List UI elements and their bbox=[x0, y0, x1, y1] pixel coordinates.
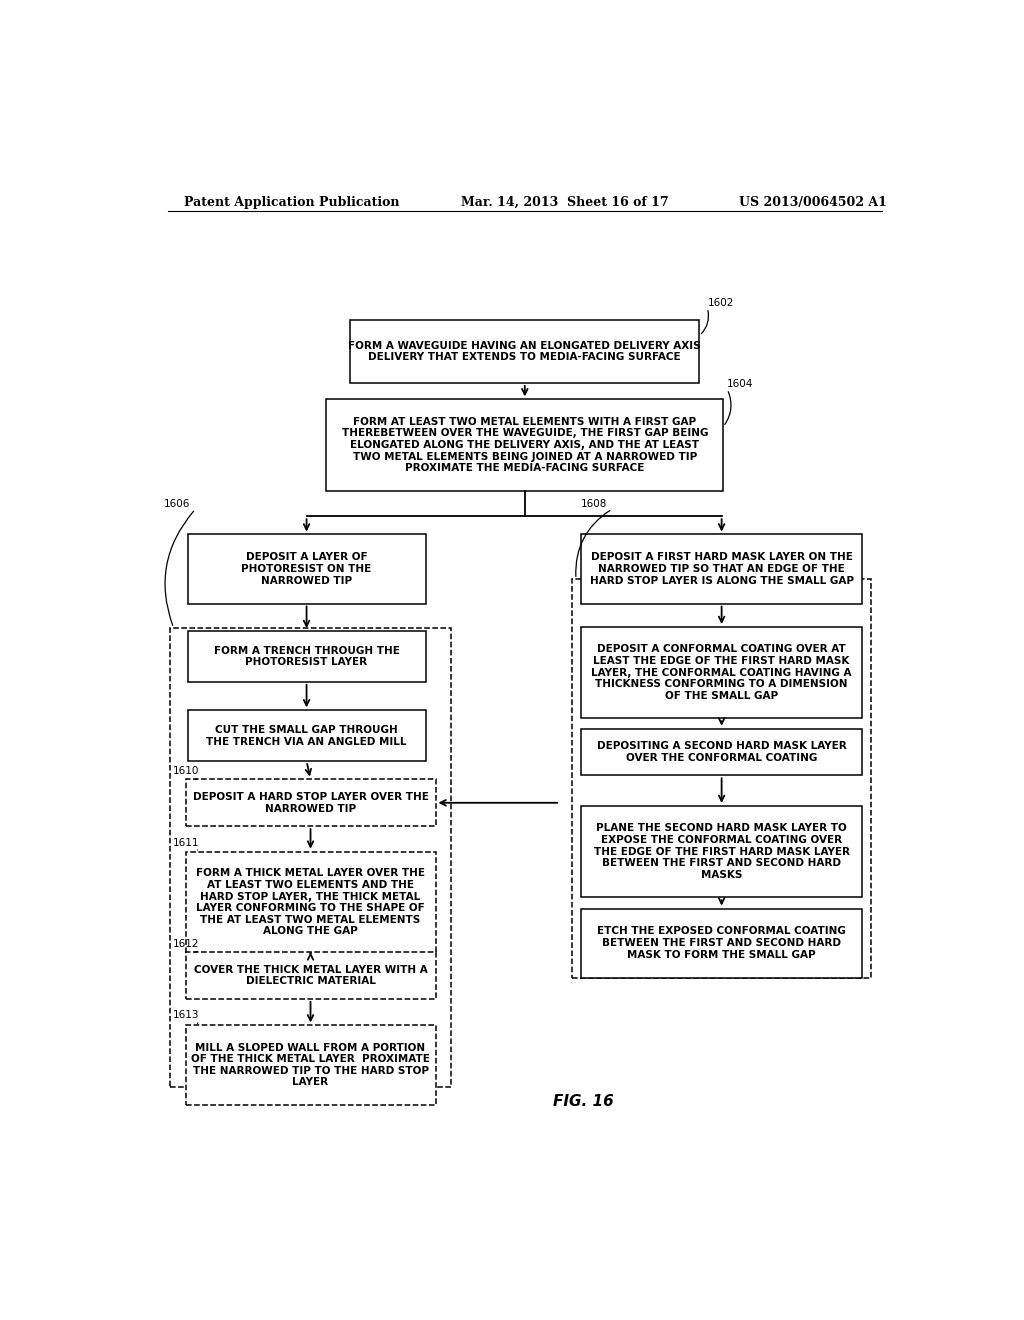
Text: 1611: 1611 bbox=[173, 837, 200, 847]
Bar bbox=[187, 631, 426, 682]
Text: DEPOSIT A FIRST HARD MASK LAYER ON THE
NARROWED TIP SO THAT AN EDGE OF THE
HARD : DEPOSIT A FIRST HARD MASK LAYER ON THE N… bbox=[590, 553, 854, 586]
Bar bbox=[581, 627, 862, 718]
Text: FORM A THICK METAL LAYER OVER THE
AT LEAST TWO ELEMENTS AND THE
HARD STOP LAYER,: FORM A THICK METAL LAYER OVER THE AT LEA… bbox=[196, 869, 425, 936]
Text: PLANE THE SECOND HARD MASK LAYER TO
EXPOSE THE CONFORMAL COATING OVER
THE EDGE O: PLANE THE SECOND HARD MASK LAYER TO EXPO… bbox=[594, 824, 850, 880]
Text: Mar. 14, 2013  Sheet 16 of 17: Mar. 14, 2013 Sheet 16 of 17 bbox=[461, 195, 669, 209]
Text: 1613: 1613 bbox=[173, 1010, 200, 1020]
Bar bbox=[581, 908, 862, 978]
Text: FORM AT LEAST TWO METAL ELEMENTS WITH A FIRST GAP
THEREBETWEEN OVER THE WAVEGUID: FORM AT LEAST TWO METAL ELEMENTS WITH A … bbox=[342, 417, 708, 474]
Text: DEPOSIT A HARD STOP LAYER OVER THE
NARROWED TIP: DEPOSIT A HARD STOP LAYER OVER THE NARRO… bbox=[193, 792, 428, 813]
Bar bbox=[185, 952, 435, 999]
Text: 1608: 1608 bbox=[581, 499, 607, 510]
Bar bbox=[187, 535, 426, 603]
Bar bbox=[187, 710, 426, 762]
Text: Patent Application Publication: Patent Application Publication bbox=[183, 195, 399, 209]
Bar bbox=[581, 805, 862, 898]
Text: FIG. 16: FIG. 16 bbox=[553, 1094, 613, 1109]
Text: 1602: 1602 bbox=[708, 298, 734, 308]
Bar bbox=[185, 1026, 435, 1105]
Text: CUT THE SMALL GAP THROUGH
THE TRENCH VIA AN ANGLED MILL: CUT THE SMALL GAP THROUGH THE TRENCH VIA… bbox=[206, 725, 407, 747]
Text: 1612: 1612 bbox=[173, 939, 200, 949]
Text: US 2013/0064502 A1: US 2013/0064502 A1 bbox=[739, 195, 887, 209]
Text: ETCH THE EXPOSED CONFORMAL COATING
BETWEEN THE FIRST AND SECOND HARD
MASK TO FOR: ETCH THE EXPOSED CONFORMAL COATING BETWE… bbox=[597, 927, 846, 960]
Bar bbox=[572, 579, 871, 978]
Bar bbox=[170, 628, 452, 1088]
Text: 1606: 1606 bbox=[164, 499, 190, 510]
Text: FORM A TRENCH THROUGH THE
PHOTORESIST LAYER: FORM A TRENCH THROUGH THE PHOTORESIST LA… bbox=[214, 645, 399, 667]
Text: FORM A WAVEGUIDE HAVING AN ELONGATED DELIVERY AXIS
DELIVERY THAT EXTENDS TO MEDI: FORM A WAVEGUIDE HAVING AN ELONGATED DEL… bbox=[348, 341, 701, 362]
Text: DEPOSIT A CONFORMAL COATING OVER AT
LEAST THE EDGE OF THE FIRST HARD MASK
LAYER,: DEPOSIT A CONFORMAL COATING OVER AT LEAS… bbox=[592, 644, 852, 701]
Bar bbox=[185, 851, 435, 953]
Bar bbox=[581, 729, 862, 775]
Text: 1604: 1604 bbox=[727, 379, 754, 389]
Text: COVER THE THICK METAL LAYER WITH A
DIELECTRIC MATERIAL: COVER THE THICK METAL LAYER WITH A DIELE… bbox=[194, 965, 427, 986]
Bar bbox=[350, 319, 699, 383]
Text: 1610: 1610 bbox=[173, 767, 200, 776]
Text: DEPOSIT A LAYER OF
PHOTORESIST ON THE
NARROWED TIP: DEPOSIT A LAYER OF PHOTORESIST ON THE NA… bbox=[242, 553, 372, 586]
Bar bbox=[327, 399, 723, 491]
Bar bbox=[581, 535, 862, 603]
Bar bbox=[185, 779, 435, 826]
Text: DEPOSITING A SECOND HARD MASK LAYER
OVER THE CONFORMAL COATING: DEPOSITING A SECOND HARD MASK LAYER OVER… bbox=[597, 741, 847, 763]
Text: MILL A SLOPED WALL FROM A PORTION
OF THE THICK METAL LAYER  PROXIMATE
THE NARROW: MILL A SLOPED WALL FROM A PORTION OF THE… bbox=[191, 1043, 430, 1088]
